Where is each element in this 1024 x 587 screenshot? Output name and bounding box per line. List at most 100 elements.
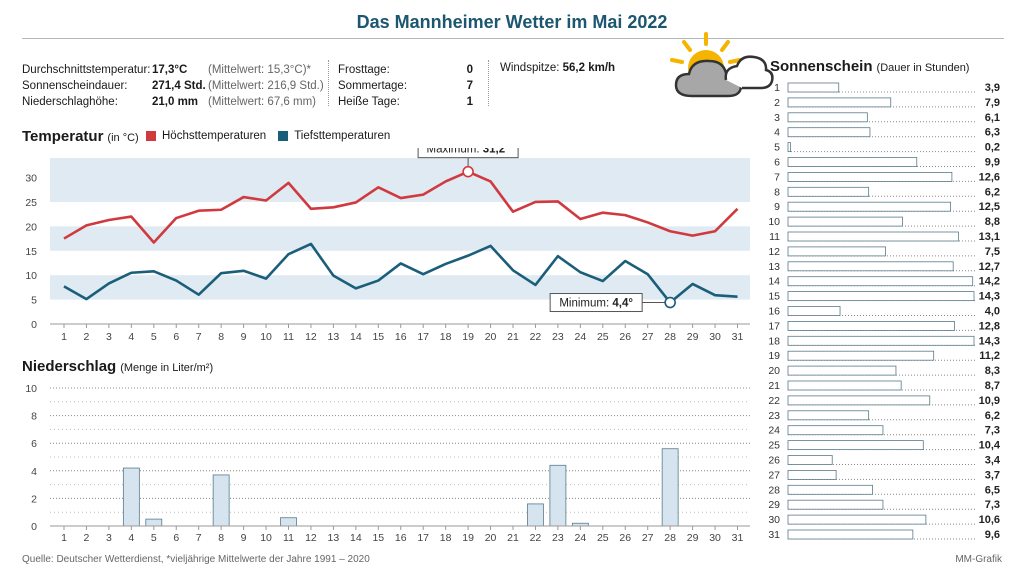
- y-tick-label: 25: [25, 197, 37, 209]
- x-tick-label: 15: [372, 532, 384, 544]
- sunshine-bar: [787, 157, 918, 167]
- x-tick-label: 20: [485, 331, 497, 343]
- precipitation-bar: [527, 503, 544, 527]
- sunshine-bar: [787, 246, 886, 257]
- day-count-label: Heiße Tage:: [338, 96, 400, 108]
- sunshine-value: 12,8: [979, 320, 1000, 332]
- sunshine-value: 11,2: [979, 350, 1000, 362]
- sunshine-title-text: Sonnenschein: [770, 58, 873, 75]
- x-tick-label: 26: [619, 532, 631, 544]
- day-label: 16: [768, 306, 780, 318]
- y-tick-label: 15: [25, 246, 37, 258]
- day-label: 1: [774, 82, 780, 94]
- y-tick-label: 20: [25, 221, 37, 233]
- y-tick-label: 4: [31, 466, 37, 478]
- x-tick-label: 31: [732, 331, 744, 343]
- day-label: 15: [768, 291, 780, 303]
- graphic-credit: MM-Grafik: [955, 554, 1002, 565]
- sunshine-bar: [787, 380, 902, 391]
- day-label: 26: [768, 455, 780, 467]
- x-tick-label: 2: [84, 331, 90, 343]
- min-marker: [664, 296, 676, 309]
- grid-band: [50, 275, 750, 300]
- min-callout-box: [549, 293, 643, 313]
- x-tick-label: 24: [575, 331, 587, 343]
- x-tick-label: 26: [619, 331, 631, 343]
- x-tick-label: 6: [173, 331, 179, 343]
- day-label: 4: [774, 127, 780, 139]
- sunshine-value: 10,4: [979, 440, 1001, 452]
- sunshine-value: 6,1: [985, 112, 1000, 124]
- legend-label-high: Höchsttemperaturen: [162, 130, 267, 142]
- legend-label-low: Tiefsttemperaturen: [294, 130, 391, 142]
- x-tick-label: 11: [283, 331, 294, 343]
- sunshine-value: 6,3: [985, 127, 1000, 139]
- stat-value: 17,3°C: [152, 64, 188, 76]
- y-tick-label: 5: [31, 295, 37, 307]
- x-tick-label: 14: [350, 331, 362, 343]
- x-tick-label: 21: [507, 331, 519, 343]
- sunshine-value: 8,7: [985, 380, 1000, 392]
- sunshine-chart: 1 3,9 2 7,9 3 6,1 4 6,3 5 0,2 6 9,9 7 12,6 8 6,2 9 12,5 10…: [768, 82, 1001, 541]
- day-count-value: 7: [466, 80, 473, 92]
- sunshine-bar: [787, 112, 868, 123]
- stat-reference: (Mittelwert: 15,3°C)*: [208, 64, 312, 76]
- sunshine-value: 9,9: [985, 157, 1000, 169]
- sunshine-bar: [787, 142, 792, 152]
- sunshine-bar: [787, 97, 892, 108]
- x-tick-label: 9: [241, 532, 247, 544]
- x-tick-label: 8: [218, 331, 224, 343]
- precipitation-bar: [122, 467, 140, 527]
- x-tick-label: 14: [350, 532, 362, 544]
- sunshine-value: 7,9: [985, 97, 1000, 109]
- wind-value: 56,2 km/h: [562, 62, 616, 74]
- sunshine-value: 7,3: [985, 425, 1000, 437]
- min-value: 4,4°: [612, 298, 633, 310]
- sunshine-bar: [787, 365, 897, 376]
- sunshine-bar: [787, 529, 914, 540]
- stat-value: 21,0 mm: [152, 96, 199, 108]
- sunshine-value: 6,2: [985, 410, 1000, 422]
- x-tick-label: 20: [485, 532, 497, 544]
- day-label: 27: [768, 469, 780, 481]
- x-tick-label: 21: [507, 532, 519, 544]
- x-tick-label: 9: [241, 331, 247, 343]
- precipitation-title: Niederschlag (Menge in Liter/m²): [22, 358, 213, 375]
- low-temperature-line: [63, 242, 738, 304]
- x-tick-label: 12: [305, 331, 317, 343]
- min-callout-label: Minimum: 4,4°: [559, 298, 633, 310]
- day-label: 7: [774, 171, 780, 183]
- sunshine-value: 12,7: [979, 261, 1000, 273]
- day-count-label: Frosttage:: [338, 64, 390, 76]
- x-tick-label: 10: [260, 532, 272, 544]
- sunshine-value: 3,9: [985, 82, 1000, 94]
- sunshine-value: 13,1: [979, 231, 1000, 243]
- day-label: 5: [774, 142, 780, 154]
- sunshine-bar: [787, 514, 927, 525]
- temperature-title-text: Temperatur: [22, 128, 104, 145]
- x-tick-label: 27: [642, 331, 654, 343]
- day-label: 17: [768, 320, 780, 332]
- x-tick-label: 18: [440, 331, 452, 343]
- x-tick-label: 31: [732, 532, 744, 544]
- title-divider: [22, 38, 1004, 39]
- day-label: 30: [768, 514, 780, 526]
- stat-reference: (Mittelwert: 67,6 mm): [208, 96, 316, 108]
- sunshine-title: Sonnenschein (Dauer in Stunden): [770, 58, 969, 75]
- day-label: 8: [774, 186, 780, 198]
- sunshine-value: 14,3: [979, 291, 1000, 303]
- sun-behind-cloud-icon: [670, 32, 774, 98]
- sunshine-value: 4,0: [985, 306, 1000, 318]
- sunshine-bar: [787, 276, 974, 287]
- day-label: 14: [768, 276, 780, 288]
- day-label: 10: [768, 216, 780, 228]
- x-tick-label: 25: [597, 532, 609, 544]
- precipitation-bar: [145, 518, 163, 527]
- sunshine-value: 7,3: [985, 499, 1000, 511]
- x-tick-label: 8: [218, 532, 224, 544]
- y-tick-label: 2: [31, 493, 37, 505]
- x-tick-label: 16: [395, 331, 407, 343]
- y-tick-label: 0: [31, 521, 37, 533]
- day-count-label: Sommertage:: [338, 80, 408, 92]
- sunshine-bar: [787, 469, 837, 480]
